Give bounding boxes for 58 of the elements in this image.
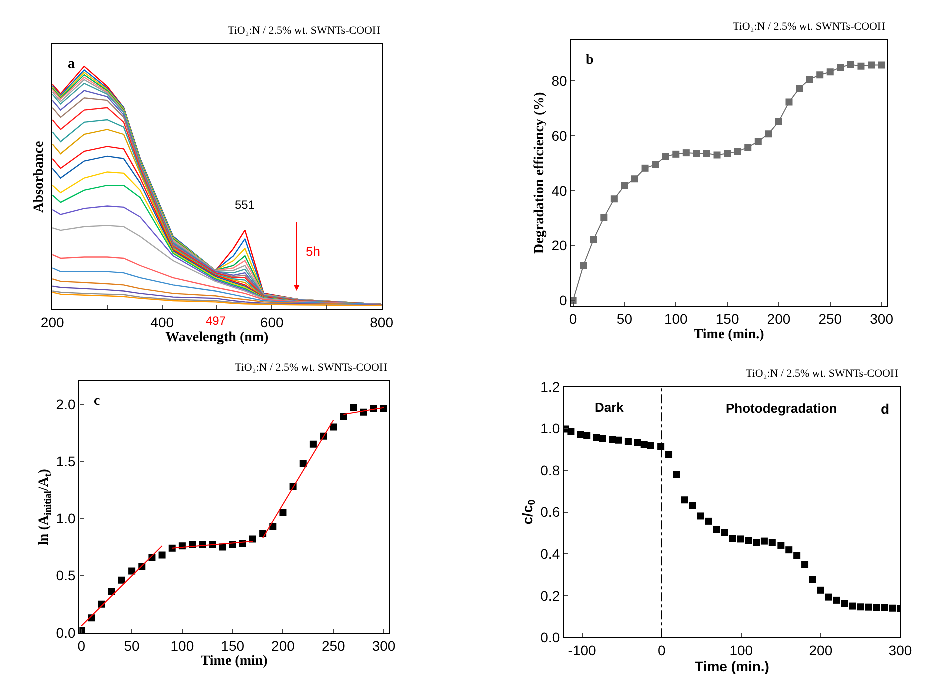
- x-tick-label: 200: [272, 638, 296, 654]
- x-tick-label: -100: [568, 642, 597, 659]
- x-tick-label: 400: [150, 314, 174, 330]
- y-tick-label: 1.0: [540, 420, 560, 437]
- y-tick-label: 0.6: [540, 504, 560, 520]
- annotation: b: [586, 53, 594, 68]
- x-tick-label: 250: [818, 311, 842, 328]
- y-tick-label: 1.2: [540, 378, 560, 395]
- annotation: c: [94, 394, 100, 409]
- y-tick-label: 80: [552, 73, 568, 90]
- x-tick-label: 200: [809, 642, 833, 659]
- x-tick-label: 800: [370, 314, 394, 330]
- y-tick-label: 0.0: [540, 630, 560, 646]
- x-axis-title: Time (min): [200, 654, 268, 670]
- y-tick-label: 0.8: [540, 462, 560, 478]
- y-tick-label: 2.0: [56, 396, 76, 412]
- x-tick-label: 300: [888, 642, 912, 659]
- x-axis-title: Time (min.): [695, 658, 770, 675]
- x-tick-label: 150: [221, 638, 245, 654]
- annotation: Photodegradation: [726, 401, 838, 416]
- x-axis-title: Time (min.): [694, 327, 765, 342]
- x-tick-label: 100: [664, 311, 688, 328]
- x-tick-label: 50: [616, 311, 633, 328]
- chart-title: TiO₂:N / 2.5% wt. SWNTs-COOH: [733, 21, 886, 33]
- x-tick-label: 200: [40, 314, 64, 330]
- annotation: 551: [235, 198, 256, 212]
- x-tick-label: 200: [767, 311, 791, 328]
- x-tick-label: 150: [716, 311, 740, 328]
- y-axis-title: Degradation efficiency (%): [532, 92, 548, 254]
- y-tick-label: 20: [552, 238, 568, 254]
- y-tick-label: 0.0: [56, 624, 76, 641]
- text: 497: [206, 314, 226, 328]
- x-tick-label: 250: [322, 638, 346, 654]
- x-tick-label: 300: [870, 311, 894, 328]
- annotation: a: [68, 57, 75, 72]
- y-tick-label: 60: [552, 128, 568, 144]
- y-axis-title: Absorbance: [32, 141, 48, 213]
- x-tick-label: 300: [372, 638, 396, 654]
- x-tick-label: 0: [658, 642, 666, 659]
- y-tick-label: 1.0: [56, 510, 76, 527]
- y-tick-label: 0.4: [540, 546, 560, 562]
- x-tick-label: 600: [260, 314, 284, 330]
- chart-title: TiO₂:N / 2.5% wt. SWNTs-COOH: [235, 362, 388, 374]
- y-tick-label: 0.2: [540, 588, 560, 604]
- annotation: 5h: [306, 244, 320, 259]
- x-tick-label: 100: [170, 638, 194, 654]
- x-axis-title: Wavelength (nm): [166, 330, 270, 346]
- x-tick-label: 100: [730, 642, 754, 659]
- x-tick-label: 0: [78, 638, 86, 654]
- y-tick-label: 1.5: [56, 453, 76, 470]
- annotation: Dark: [595, 400, 625, 415]
- x-tick-label: 50: [124, 638, 140, 654]
- y-tick-label: 0: [560, 292, 568, 309]
- y-tick-label: 40: [552, 182, 568, 199]
- y-tick-label: 0.5: [56, 568, 76, 584]
- annotation: d: [881, 401, 890, 417]
- chart-title: TiO₂:N / 2.5% wt. SWNTs-COOH: [228, 25, 380, 37]
- chart-title: TiO₂:N / 2.5% wt. SWNTs-COOH: [746, 368, 898, 380]
